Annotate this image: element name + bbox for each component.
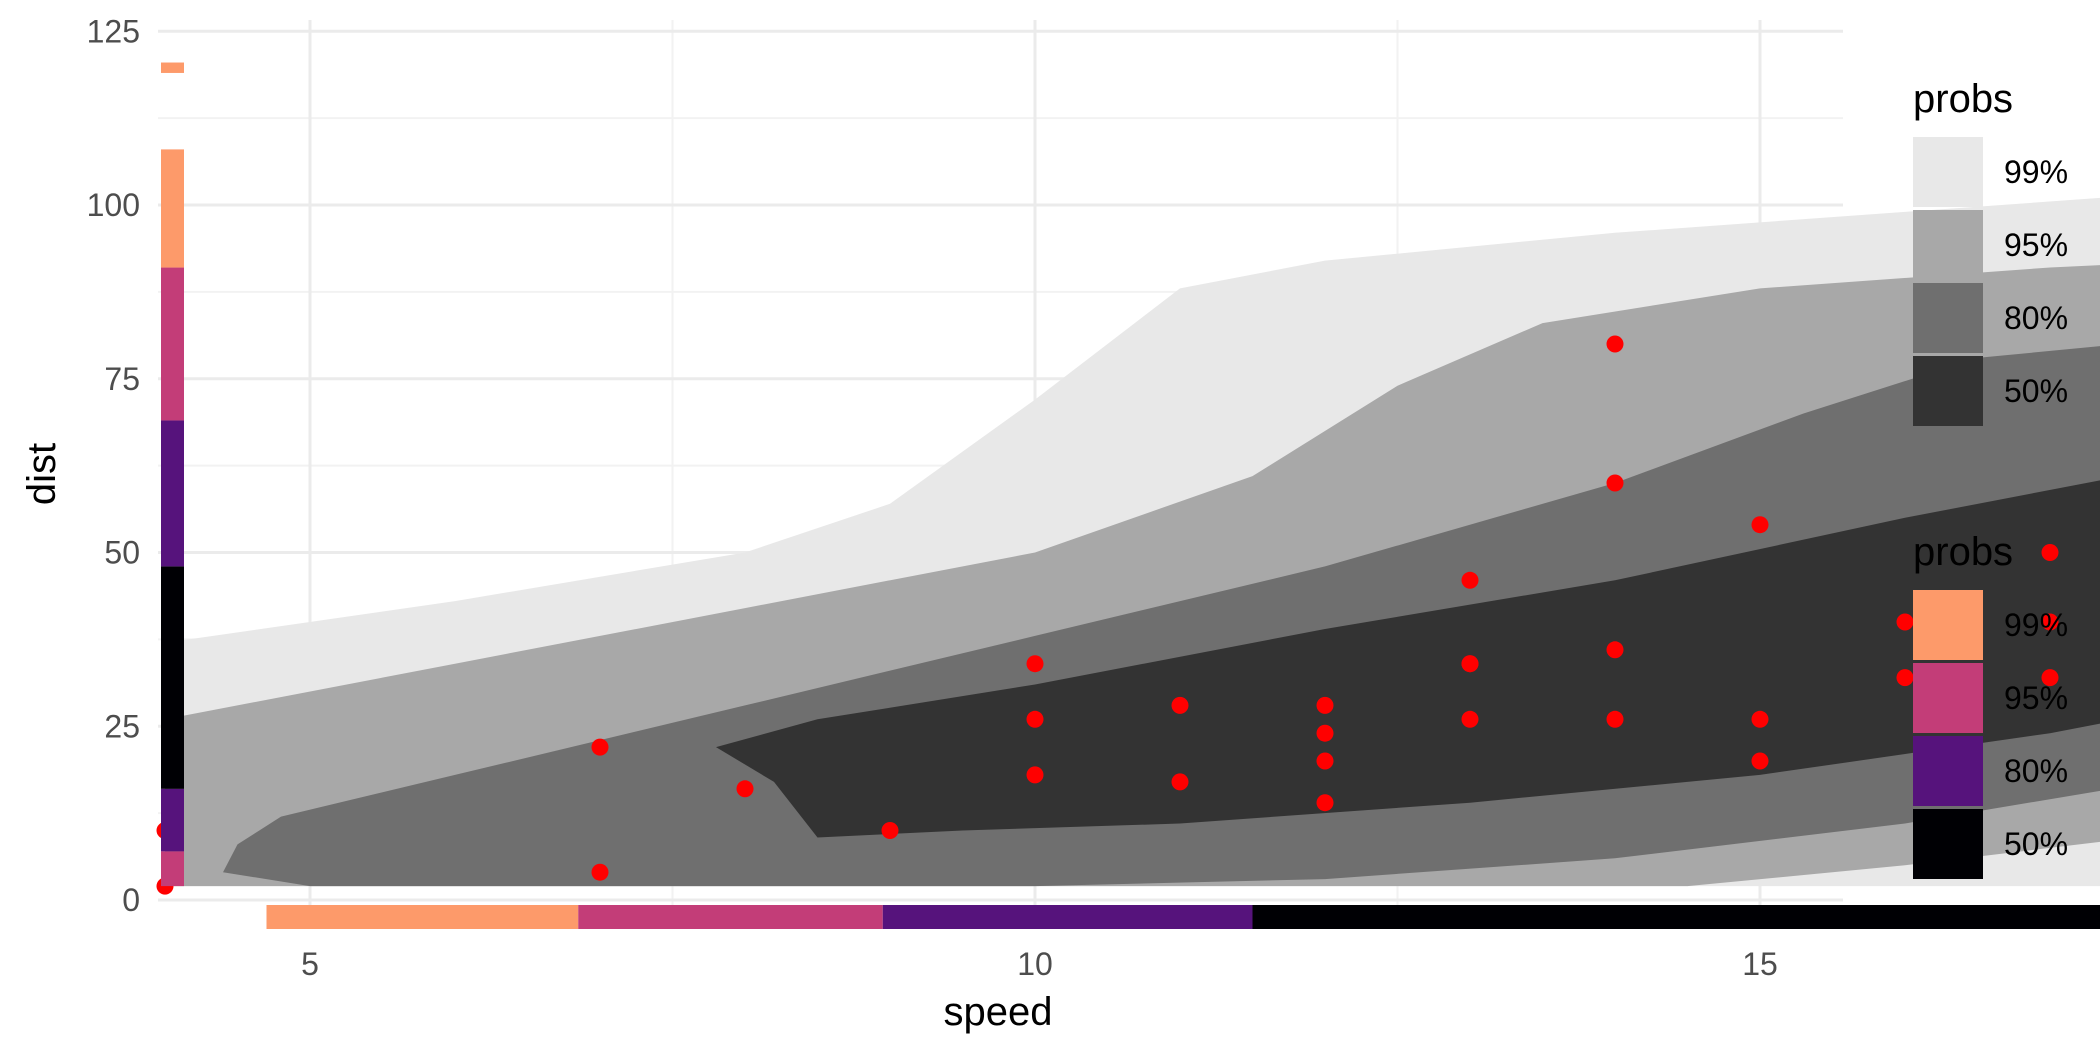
y-tick-label: 75 (104, 361, 140, 397)
x-axis-label: speed (944, 990, 1053, 1034)
y-rug-segment (161, 149, 184, 268)
data-point (1316, 794, 1334, 812)
legend-key (1913, 590, 1983, 660)
x-tick-label: 10 (1017, 946, 1053, 982)
data-point (1461, 655, 1479, 673)
y-rug-segment (161, 851, 184, 887)
data-point (1751, 710, 1769, 728)
legend-key (1913, 137, 1983, 207)
x-rug-segment (578, 905, 883, 929)
legend-label: 50% (2004, 373, 2068, 409)
data-point (1606, 641, 1624, 659)
data-point (1461, 710, 1479, 728)
density-contours (165, 197, 2100, 887)
y-rug-segment (161, 267, 184, 421)
data-point (1316, 724, 1334, 742)
y-rug-segment (161, 62, 184, 73)
y-tick-label: 50 (104, 535, 140, 571)
y-tick-label: 0 (122, 882, 140, 918)
data-point (881, 822, 899, 839)
x-tick-label: 15 (1742, 946, 1778, 982)
data-point (1606, 335, 1624, 353)
data-point (1026, 655, 1044, 673)
axis-tick-labels: 5101520250255075100125 (87, 13, 1778, 982)
data-point (1606, 710, 1624, 728)
legend-key (1913, 356, 1983, 426)
legend-label: 95% (2004, 227, 2068, 263)
legend-key (1913, 809, 1983, 879)
data-point (1316, 752, 1334, 770)
legend-title: probs (1913, 530, 2013, 574)
legend-label: 80% (2004, 300, 2068, 336)
data-point (1026, 710, 1044, 728)
data-point (591, 738, 609, 756)
legend-label: 99% (2004, 154, 2068, 190)
data-point (1606, 474, 1624, 492)
data-point (2041, 669, 2059, 687)
legend-rug: probs 99% 95% 80% 50% (1913, 530, 2068, 879)
legend-key (1913, 210, 1983, 280)
legend-key (1913, 736, 1983, 806)
data-point (2041, 613, 2059, 631)
y-tick-label: 125 (87, 13, 140, 49)
x-rug-segment (266, 905, 579, 929)
legend-title: probs (1913, 77, 2013, 121)
data-point (2041, 544, 2059, 561)
data-point (736, 780, 754, 798)
legend-label: 50% (2004, 826, 2068, 862)
x-rug-segment (1252, 905, 2100, 929)
y-rug-segment (161, 420, 184, 567)
data-point (1026, 766, 1044, 784)
legend-label: 99% (2004, 607, 2068, 643)
y-tick-label: 100 (87, 187, 140, 223)
data-point (1461, 571, 1479, 589)
legend-label: 80% (2004, 753, 2068, 789)
data-point (1751, 752, 1769, 770)
data-point (1171, 773, 1189, 791)
y-axis-label: dist (20, 443, 64, 505)
y-rug-segment (161, 788, 184, 852)
density-region-50pct (716, 480, 2100, 838)
x-tick-label: 5 (301, 946, 319, 982)
legend-key (1913, 663, 1983, 733)
data-point (1171, 696, 1189, 714)
legends: probs 99% 95% 80% 50% probs 99% 95% 80% 50% (1913, 77, 2068, 879)
legend-label: 95% (2004, 680, 2068, 716)
x-rug-segment (882, 905, 1253, 929)
data-point (1751, 516, 1769, 534)
data-point (1316, 696, 1334, 714)
data-point (1896, 613, 1914, 631)
y-rug-segment (161, 566, 184, 789)
y-tick-label: 25 (104, 708, 140, 744)
data-point (591, 863, 609, 881)
legend-density: probs 99% 95% 80% 50% (1913, 77, 2068, 426)
data-point (1896, 669, 1914, 687)
legend-key (1913, 283, 1983, 353)
marginal-rugs (161, 62, 2100, 929)
